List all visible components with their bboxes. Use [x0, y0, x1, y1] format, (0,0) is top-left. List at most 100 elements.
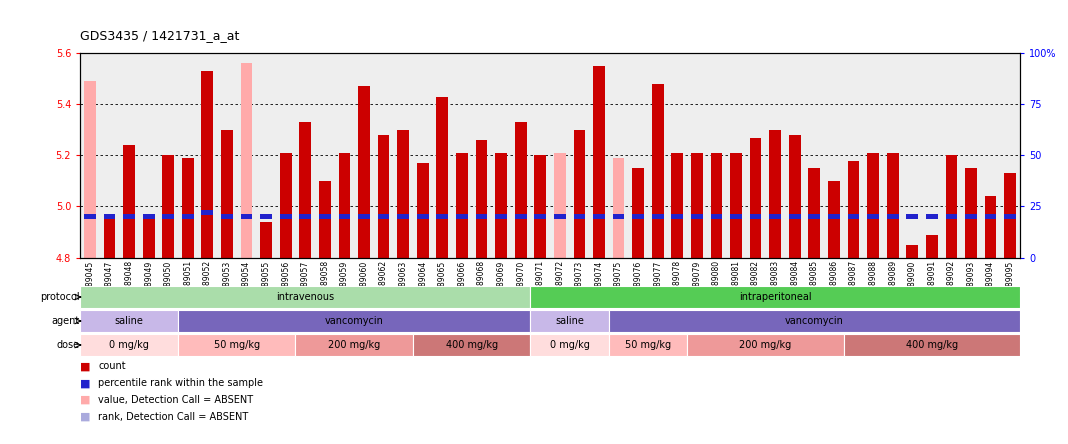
Bar	[965, 214, 977, 219]
Bar	[261, 214, 272, 219]
Bar	[143, 219, 155, 258]
Bar	[496, 153, 507, 258]
Bar	[475, 214, 487, 219]
Bar	[926, 234, 938, 258]
Bar	[750, 214, 761, 219]
Text: GDS3435 / 1421731_a_at: GDS3435 / 1421731_a_at	[80, 29, 239, 42]
Text: saline: saline	[555, 316, 584, 326]
Bar	[413, 334, 531, 356]
Text: ■: ■	[80, 361, 91, 371]
Bar	[261, 222, 272, 258]
Bar	[280, 153, 292, 258]
Bar	[769, 214, 781, 219]
Bar	[202, 210, 214, 215]
Text: count: count	[98, 361, 126, 371]
Text: 0 mg/kg: 0 mg/kg	[550, 340, 590, 350]
Bar	[531, 310, 609, 332]
Text: 400 mg/kg: 400 mg/kg	[906, 340, 958, 350]
Text: value, Detection Call = ABSENT: value, Detection Call = ABSENT	[98, 395, 253, 405]
Bar	[319, 214, 331, 219]
Bar	[593, 214, 604, 219]
Bar	[710, 214, 722, 219]
Bar	[789, 135, 801, 258]
Text: 200 mg/kg: 200 mg/kg	[328, 340, 380, 350]
Bar	[945, 155, 957, 258]
Bar	[182, 214, 193, 219]
Bar	[319, 181, 331, 258]
Bar	[378, 214, 390, 219]
Bar	[515, 214, 527, 219]
Bar	[769, 130, 781, 258]
Bar	[84, 81, 96, 258]
Bar	[221, 214, 233, 219]
Bar	[339, 214, 350, 219]
Text: rank, Detection Call = ABSENT: rank, Detection Call = ABSENT	[98, 412, 249, 422]
Text: ■: ■	[80, 412, 91, 422]
Bar	[456, 153, 468, 258]
Bar	[534, 214, 546, 219]
Bar	[613, 158, 625, 258]
Bar	[808, 214, 820, 219]
Bar	[104, 217, 115, 258]
Bar	[844, 334, 1020, 356]
Bar	[965, 168, 977, 258]
Text: saline: saline	[114, 316, 143, 326]
Bar	[691, 214, 703, 219]
Bar	[632, 214, 644, 219]
Bar	[339, 153, 350, 258]
Bar	[554, 153, 566, 258]
Bar	[475, 140, 487, 258]
Bar	[378, 135, 390, 258]
Bar	[985, 214, 996, 219]
Bar	[80, 286, 531, 308]
Bar	[162, 155, 174, 258]
Bar	[221, 130, 233, 258]
Bar	[985, 196, 996, 258]
Bar	[80, 334, 178, 356]
Bar	[907, 214, 918, 219]
Bar	[574, 214, 585, 219]
Bar	[731, 214, 742, 219]
Text: 0 mg/kg: 0 mg/kg	[109, 340, 150, 350]
Bar	[531, 286, 1020, 308]
Text: agent: agent	[51, 316, 80, 326]
Text: vancomycin: vancomycin	[785, 316, 844, 326]
Bar	[828, 181, 839, 258]
Text: vancomycin: vancomycin	[325, 316, 383, 326]
Bar	[710, 153, 722, 258]
Bar	[945, 214, 957, 219]
Bar	[417, 163, 428, 258]
Bar	[867, 153, 879, 258]
Text: percentile rank within the sample: percentile rank within the sample	[98, 378, 263, 388]
Bar	[456, 214, 468, 219]
Bar	[750, 138, 761, 258]
Bar	[299, 214, 311, 219]
Text: dose: dose	[57, 340, 80, 350]
Bar	[534, 155, 546, 258]
Bar	[299, 122, 311, 258]
Bar	[886, 153, 898, 258]
Bar	[554, 214, 566, 219]
Bar	[437, 97, 449, 258]
Bar	[574, 130, 585, 258]
Text: ■: ■	[80, 378, 91, 388]
Text: 400 mg/kg: 400 mg/kg	[445, 340, 498, 350]
Bar	[613, 214, 625, 219]
Bar	[162, 214, 174, 219]
Bar	[397, 214, 409, 219]
Text: ■: ■	[80, 395, 91, 405]
Bar	[789, 214, 801, 219]
Bar	[531, 334, 609, 356]
Bar	[632, 168, 644, 258]
Bar	[296, 334, 413, 356]
Bar	[808, 168, 820, 258]
Bar	[886, 214, 898, 219]
Bar	[687, 334, 844, 356]
Text: 50 mg/kg: 50 mg/kg	[625, 340, 671, 350]
Bar	[84, 214, 96, 219]
Bar	[104, 214, 115, 219]
Bar	[240, 214, 252, 219]
Bar	[240, 63, 252, 258]
Bar	[672, 153, 684, 258]
Bar	[178, 334, 296, 356]
